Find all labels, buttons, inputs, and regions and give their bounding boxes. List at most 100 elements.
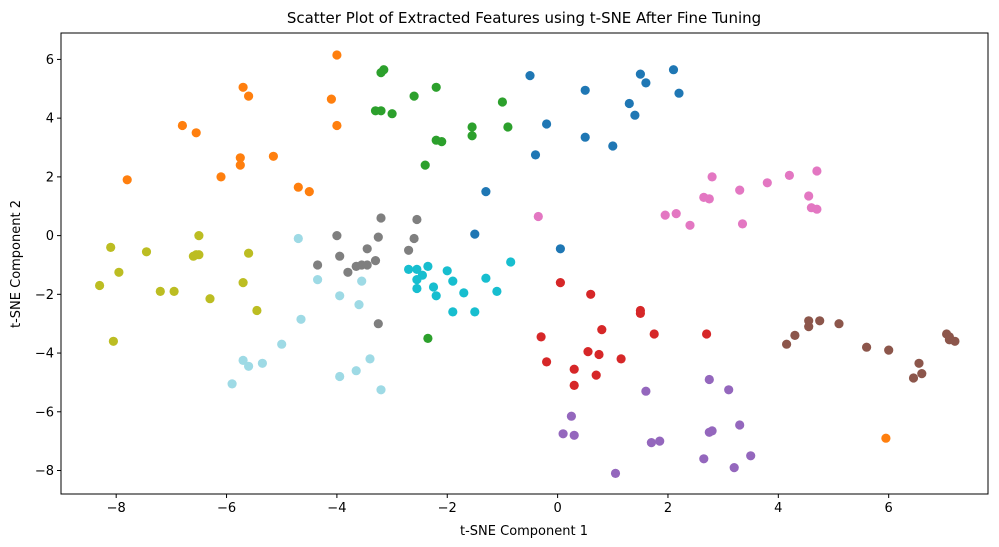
data-point bbox=[412, 283, 422, 294]
data-point bbox=[268, 151, 278, 161]
data-point bbox=[409, 91, 419, 101]
data-point bbox=[616, 354, 626, 364]
y-tick-label: −8 bbox=[35, 464, 54, 479]
data-point bbox=[555, 244, 566, 254]
data-point bbox=[238, 278, 248, 288]
data-point bbox=[293, 233, 303, 244]
data-point bbox=[141, 247, 152, 257]
data-point bbox=[908, 373, 919, 383]
data-point bbox=[467, 122, 477, 132]
data-point bbox=[470, 307, 480, 317]
x-axis-label: t-SNE Component 1 bbox=[460, 524, 588, 539]
data-point bbox=[583, 347, 593, 357]
data-point bbox=[238, 355, 248, 365]
data-point bbox=[244, 91, 254, 101]
data-point bbox=[674, 88, 684, 98]
data-point bbox=[335, 251, 345, 261]
x-tick-label: 0 bbox=[553, 501, 561, 516]
data-point bbox=[635, 308, 646, 318]
data-point bbox=[252, 305, 262, 316]
data-point bbox=[448, 276, 458, 286]
data-point bbox=[293, 182, 303, 192]
data-point bbox=[685, 220, 695, 230]
data-point bbox=[351, 261, 361, 271]
data-point bbox=[804, 322, 814, 332]
data-point bbox=[536, 332, 546, 342]
data-point bbox=[533, 211, 543, 222]
data-point bbox=[412, 264, 422, 274]
data-point bbox=[646, 438, 657, 448]
data-point bbox=[442, 266, 452, 276]
data-point bbox=[431, 291, 441, 301]
y-tick-label: −4 bbox=[35, 347, 54, 362]
data-point bbox=[707, 426, 717, 436]
data-point bbox=[106, 242, 116, 252]
data-point bbox=[566, 411, 577, 421]
data-point bbox=[914, 358, 924, 368]
data-point bbox=[95, 280, 105, 291]
data-point bbox=[668, 65, 679, 75]
x-tick-label: 2 bbox=[664, 501, 672, 516]
data-point bbox=[357, 276, 367, 286]
data-point bbox=[506, 257, 516, 267]
data-point bbox=[525, 71, 535, 81]
data-point bbox=[332, 231, 342, 241]
data-point bbox=[917, 369, 927, 379]
data-point bbox=[762, 178, 772, 188]
data-point bbox=[784, 170, 795, 180]
data-point bbox=[373, 319, 383, 329]
data-point bbox=[194, 231, 204, 241]
data-point bbox=[313, 260, 323, 270]
data-point bbox=[790, 330, 800, 340]
data-point bbox=[608, 141, 618, 151]
data-point bbox=[586, 289, 596, 299]
data-point bbox=[481, 273, 491, 283]
data-point bbox=[580, 132, 590, 142]
data-point bbox=[655, 436, 665, 446]
data-point bbox=[497, 97, 507, 107]
y-tick-label: 6 bbox=[46, 53, 54, 68]
data-point bbox=[169, 286, 179, 296]
y-tick-label: 4 bbox=[46, 112, 54, 127]
data-point bbox=[296, 314, 306, 324]
data-point bbox=[423, 261, 433, 271]
data-point bbox=[660, 210, 670, 220]
plot-frame bbox=[60, 32, 989, 495]
data-point bbox=[343, 267, 353, 277]
axes: −8 −6 −4 −2 0 2 4 6 −8 −6 −4 −2 0 2 4 6 bbox=[35, 32, 989, 516]
data-point bbox=[467, 131, 477, 141]
data-point bbox=[884, 345, 894, 355]
data-point bbox=[431, 82, 441, 92]
y-tick-label: −6 bbox=[35, 405, 54, 420]
data-point bbox=[862, 342, 872, 352]
data-point bbox=[591, 370, 601, 380]
data-point bbox=[122, 175, 132, 185]
data-point bbox=[881, 433, 891, 443]
data-point bbox=[404, 264, 414, 274]
data-point bbox=[649, 329, 659, 339]
y-axis-label: t-SNE Component 2 bbox=[9, 200, 24, 328]
data-point bbox=[569, 430, 579, 440]
data-point bbox=[702, 329, 712, 339]
data-point bbox=[834, 319, 844, 329]
data-point bbox=[492, 286, 502, 296]
data-point bbox=[610, 468, 621, 478]
data-point bbox=[194, 250, 204, 260]
data-point bbox=[735, 420, 745, 430]
data-point bbox=[699, 454, 709, 464]
data-point bbox=[470, 229, 480, 239]
chart-title: Scatter Plot of Extracted Features using… bbox=[287, 9, 761, 27]
data-point bbox=[624, 98, 634, 109]
data-point bbox=[409, 233, 419, 244]
data-point bbox=[412, 214, 422, 225]
data-point bbox=[671, 209, 681, 219]
data-point bbox=[235, 160, 245, 170]
y-tick-label: −2 bbox=[35, 288, 54, 303]
data-point bbox=[420, 160, 430, 170]
data-point bbox=[704, 194, 714, 204]
data-point bbox=[437, 137, 447, 147]
data-point bbox=[724, 385, 734, 395]
data-point bbox=[191, 128, 201, 138]
data-point bbox=[373, 232, 383, 242]
data-point bbox=[448, 307, 458, 317]
